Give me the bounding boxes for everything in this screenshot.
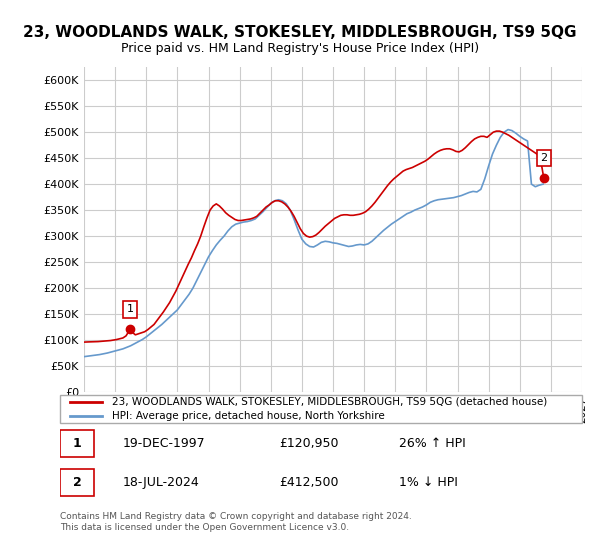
Text: 26% ↑ HPI: 26% ↑ HPI xyxy=(400,437,466,450)
Text: £412,500: £412,500 xyxy=(279,476,339,489)
Text: Contains HM Land Registry data © Crown copyright and database right 2024.
This d: Contains HM Land Registry data © Crown c… xyxy=(60,512,412,532)
Text: 23, WOODLANDS WALK, STOKESLEY, MIDDLESBROUGH, TS9 5QG (detached house): 23, WOODLANDS WALK, STOKESLEY, MIDDLESBR… xyxy=(112,397,547,407)
Text: 23, WOODLANDS WALK, STOKESLEY, MIDDLESBROUGH, TS9 5QG: 23, WOODLANDS WALK, STOKESLEY, MIDDLESBR… xyxy=(23,25,577,40)
Text: £120,950: £120,950 xyxy=(279,437,339,450)
Text: 18-JUL-2024: 18-JUL-2024 xyxy=(122,476,199,489)
Text: Price paid vs. HM Land Registry's House Price Index (HPI): Price paid vs. HM Land Registry's House … xyxy=(121,42,479,55)
Text: 19-DEC-1997: 19-DEC-1997 xyxy=(122,437,205,450)
FancyBboxPatch shape xyxy=(60,395,582,423)
Text: 1: 1 xyxy=(127,305,134,314)
Text: 1: 1 xyxy=(73,437,82,450)
FancyBboxPatch shape xyxy=(60,469,94,496)
FancyBboxPatch shape xyxy=(60,430,94,457)
Text: 1% ↓ HPI: 1% ↓ HPI xyxy=(400,476,458,489)
Text: 2: 2 xyxy=(73,476,82,489)
Text: 2: 2 xyxy=(540,153,547,163)
Text: HPI: Average price, detached house, North Yorkshire: HPI: Average price, detached house, Nort… xyxy=(112,411,385,421)
